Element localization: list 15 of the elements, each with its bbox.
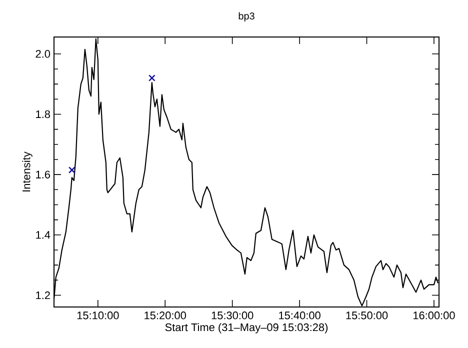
line-series [54, 38, 439, 306]
chart-title: bp3 [238, 12, 254, 22]
y-tick-label: 1.6 [36, 170, 50, 178]
y-tick-label: 1.8 [36, 110, 50, 118]
y-tick-label: 1.2 [36, 291, 50, 300]
x-tick-label: 15:40:00 [279, 312, 320, 320]
y-tick-label: 2.0 [36, 50, 50, 58]
x-axis-title: Start Time (31–May–09 15:03:28) [165, 323, 328, 334]
x-tick-label: 15:20:00 [144, 312, 186, 320]
x-tick-label: 15:50:00 [346, 312, 388, 320]
y-axis-title: Intensity [22, 152, 32, 192]
x-tick-label: 15:10:00 [77, 312, 119, 320]
y-tick-label: 1.4 [36, 231, 50, 239]
x-tick-label: 15:30:00 [212, 312, 254, 320]
x-tick-label: 16:00:00 [413, 312, 455, 320]
